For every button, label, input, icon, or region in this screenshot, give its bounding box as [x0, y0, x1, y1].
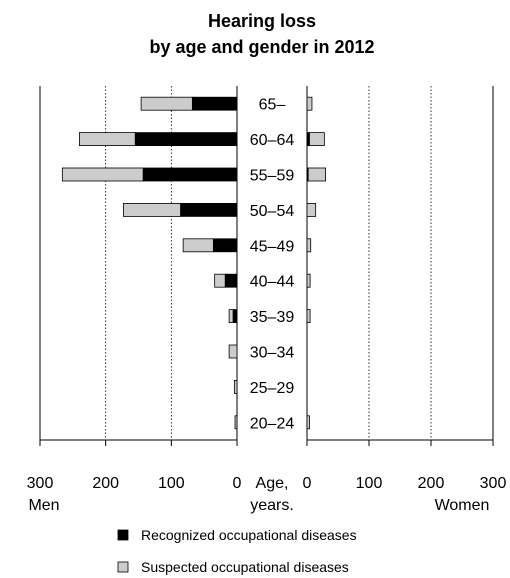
men-bar-suspected — [234, 415, 238, 430]
age-category-label: 65– — [259, 97, 286, 114]
men-bar-suspected — [182, 238, 214, 253]
men-bar-recognized — [212, 238, 238, 253]
age-category-label: 50–54 — [250, 203, 295, 220]
chart-title-line-2: by age and gender in 2012 — [149, 37, 374, 57]
men-bar-suspected — [61, 167, 144, 182]
women-bar-suspected — [309, 132, 325, 147]
women-bar-suspected — [306, 96, 313, 111]
age-category-label: 25–29 — [250, 380, 295, 397]
men-bar-recognized — [224, 273, 238, 288]
men-tick-label: 300 — [27, 475, 54, 492]
women-bar-suspected — [307, 167, 326, 182]
men-bar-suspected — [79, 132, 136, 147]
women-bar-suspected — [306, 238, 312, 253]
age-category-label: 35–39 — [250, 309, 295, 326]
men-tick-label: 0 — [233, 475, 242, 492]
women-tick-label: 100 — [356, 475, 383, 492]
men-bar-suspected — [140, 96, 193, 111]
women-tick-label: 0 — [303, 475, 312, 492]
age-category-label: 45–49 — [250, 238, 295, 255]
age-category-label: 20–24 — [250, 415, 295, 432]
age-category-label: 60–64 — [250, 132, 295, 149]
men-tick-label: 100 — [158, 475, 185, 492]
age-category-label: 55–59 — [250, 168, 295, 185]
men-bar-recognized — [134, 132, 238, 147]
women-bar-suspected — [306, 309, 311, 324]
chart-title-line-1: Hearing loss — [208, 11, 316, 31]
men-bar-suspected — [228, 344, 238, 359]
legend-swatch — [117, 561, 129, 573]
bars — [61, 96, 326, 430]
years-axis-label: years. — [250, 497, 294, 514]
men-bar-suspected — [122, 202, 181, 217]
men-bar-recognized — [180, 202, 238, 217]
women-bar-suspected — [306, 415, 310, 430]
women-tick-label: 300 — [480, 475, 507, 492]
women-axis-label: Women — [435, 497, 490, 514]
men-bar-recognized — [142, 167, 238, 182]
legend-label: Recognized occupational diseases — [141, 527, 357, 543]
men-bar-recognized — [232, 309, 238, 324]
axis-captions: Men Women Age, years. — [28, 475, 489, 514]
men-bar-suspected — [214, 273, 226, 288]
men-bar-suspected — [233, 379, 238, 394]
age-category-labels: 65– 60–64 55–59 50–54 45–49 40–44 35–39 30–34 25… — [250, 97, 295, 433]
chart-title: Hearing loss by age and gender in 2012 — [149, 11, 374, 57]
age-category-label: 30–34 — [250, 345, 295, 362]
age-axis-label: Age, — [256, 475, 289, 492]
legend-label: Suspected occupational diseases — [141, 559, 349, 575]
men-tick-label: 200 — [92, 475, 119, 492]
women-bar-suspected — [306, 273, 311, 288]
age-category-label: 40–44 — [250, 274, 295, 291]
men-bar-recognized — [191, 96, 238, 111]
women-bar-suspected — [306, 202, 317, 217]
legend: Recognized occupational diseases Suspecte… — [117, 527, 357, 575]
legend-swatch — [117, 529, 129, 541]
men-bar-suspected — [228, 309, 234, 324]
axis-tick-labels: 300 200 100 0 0 100 200 300 — [27, 475, 507, 492]
women-tick-label: 200 — [418, 475, 445, 492]
men-axis-label: Men — [28, 497, 59, 514]
